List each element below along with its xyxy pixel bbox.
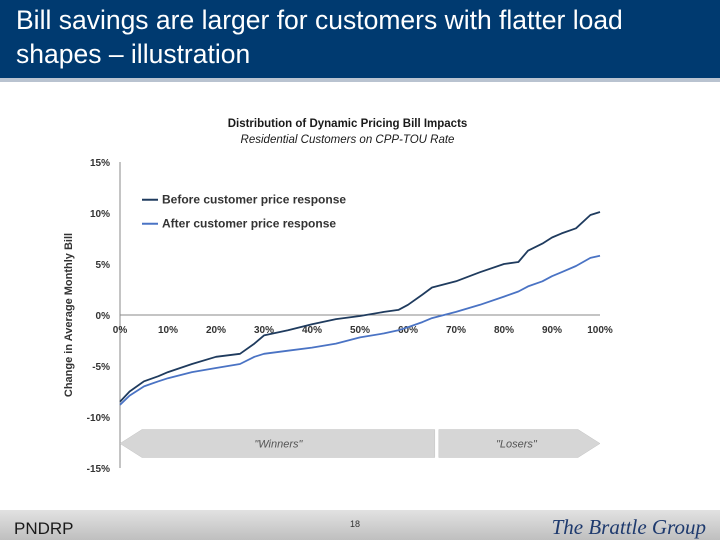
y-tick-label: 0% xyxy=(96,311,111,322)
footer-label: PNDRP xyxy=(14,519,74,538)
slide-title: Bill savings are larger for customers wi… xyxy=(16,5,623,69)
y-tick-label: 10% xyxy=(90,209,110,220)
x-tick-label: 60% xyxy=(398,325,418,336)
x-tick-label: 10% xyxy=(158,325,178,336)
bill-impact-chart: 15% 10% 5% 0% -5% -10% -15% 0% 10% 20% 30% 40% 50% 60… xyxy=(63,158,613,475)
page-number: 18 xyxy=(350,519,361,529)
annotation-arrow xyxy=(119,429,436,458)
series-line-2 xyxy=(119,254,601,406)
chart-title: Distribution of Dynamic Pricing Bill Imp… xyxy=(227,118,468,130)
chart-subtitle: Residential Customers on CPP-TOU Rate xyxy=(240,134,455,146)
x-tick-label: 80% xyxy=(494,325,514,336)
y-tick-label: -5% xyxy=(92,362,110,373)
series-line-1 xyxy=(119,211,601,403)
y-axis-label: Change in Average Monthly Bill xyxy=(63,233,75,397)
y-tick-label: 15% xyxy=(90,158,110,169)
brand-logo: The Brattle Group xyxy=(551,515,706,539)
x-tick-label: 50% xyxy=(350,325,370,336)
x-tick-label: 100% xyxy=(587,325,613,336)
x-tick-label: 40% xyxy=(302,325,322,336)
x-tick-label: 90% xyxy=(542,325,562,336)
y-tick-label: -15% xyxy=(87,464,110,475)
x-tick-label: 20% xyxy=(206,325,226,336)
x-tick-label: 30% xyxy=(254,325,274,336)
annotation-arrow xyxy=(438,429,601,458)
annotation-label: "Losers" xyxy=(496,439,538,451)
y-tick-label: 5% xyxy=(96,260,111,271)
y-tick-label: -10% xyxy=(87,413,110,424)
header-divider xyxy=(0,78,720,82)
x-tick-label: 0% xyxy=(113,325,128,336)
slide-footer: PNDRP 18 The Brattle Group xyxy=(0,510,720,540)
legend-label: After customer price response xyxy=(162,217,336,231)
x-tick-label: 70% xyxy=(446,325,466,336)
annotation-label: "Winners" xyxy=(254,439,303,451)
legend-label: Before customer price response xyxy=(162,193,346,207)
slide-header: Bill savings are larger for customers wi… xyxy=(0,0,720,78)
